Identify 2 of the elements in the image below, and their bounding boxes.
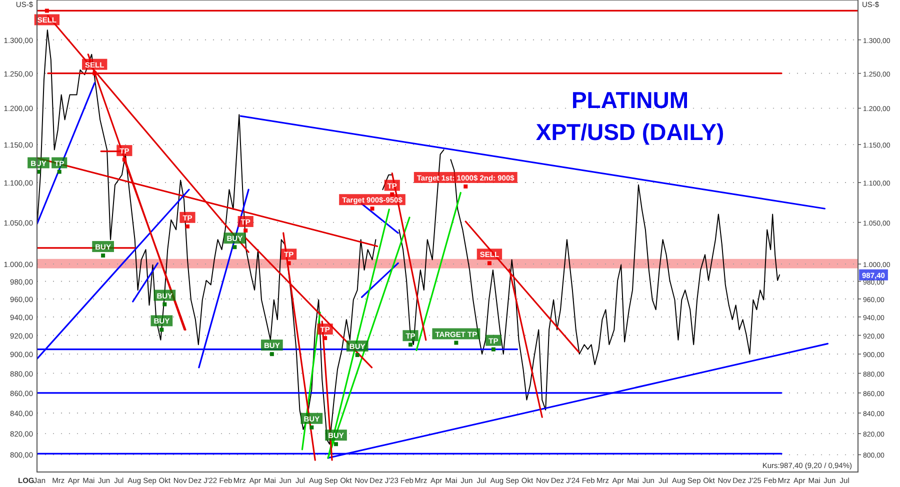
text: PLATINUM — [571, 87, 689, 113]
text: XPT/USD (DAILY) — [536, 119, 724, 145]
